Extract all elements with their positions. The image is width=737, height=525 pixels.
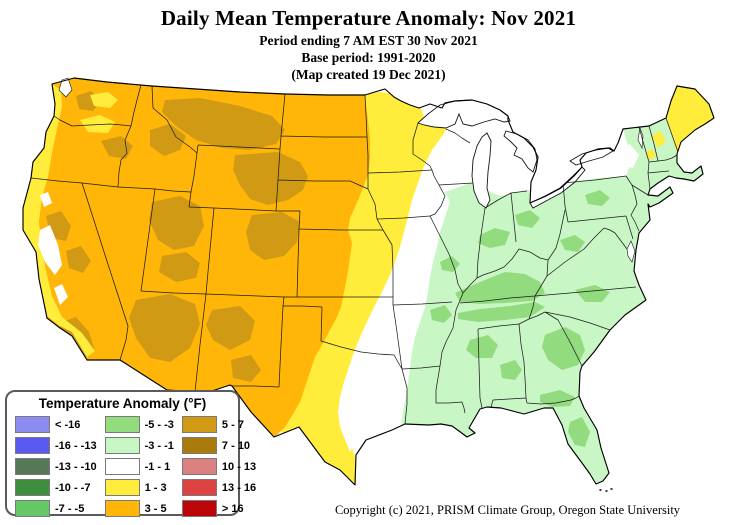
legend-entry: 7 - 10 <box>181 437 256 454</box>
legend-label: > 16 <box>221 502 244 515</box>
legend-entry: 10 - 13 <box>181 458 257 475</box>
header: Daily Mean Temperature Anomaly: Nov 2021… <box>0 6 737 83</box>
legend-grid: < -16 -16 - -13 -13 - -10 -10 - -7 -7 - … <box>7 411 256 523</box>
subtitle-base-period: Base period: 1991-2020 <box>301 50 436 65</box>
legend-label: 10 - 13 <box>221 460 257 473</box>
legend-label: < -16 <box>55 418 81 431</box>
legend-entry: -13 - -10 <box>15 458 97 475</box>
legend-entry: 5 - 7 <box>181 416 256 433</box>
legend-entry: > 16 <box>181 500 256 517</box>
patches-medium-green <box>430 190 610 447</box>
legend-swatch <box>15 458 50 475</box>
puget-sound <box>58 77 73 98</box>
chesapeake-bay <box>626 240 636 263</box>
legend-label: 1 - 3 <box>144 481 167 494</box>
legend-swatch <box>15 500 50 517</box>
legend-entry: -3 - -1 <box>104 437 174 454</box>
legend-swatch <box>104 416 140 433</box>
legend-label: -7 - -5 <box>55 502 85 515</box>
legend-swatch <box>181 479 217 496</box>
map-title: Daily Mean Temperature Anomaly: Nov 2021 <box>160 6 577 30</box>
legend-label: -1 - 1 <box>144 460 171 473</box>
subtitle-created: (Map created 19 Dec 2021) <box>291 67 446 82</box>
legend-label: -5 - -3 <box>144 418 174 431</box>
legend-label: 5 - 7 <box>221 418 244 431</box>
legend-swatch <box>181 437 217 454</box>
subtitle-period: Period ending 7 AM EST 30 Nov 2021 <box>259 33 478 48</box>
legend-swatch <box>181 458 217 475</box>
lake-michigan <box>471 132 492 209</box>
great-lakes <box>58 77 644 492</box>
state-borders <box>30 84 679 425</box>
legend-swatch <box>104 437 140 454</box>
florida-keys <box>599 488 613 492</box>
legend-label: -10 - -7 <box>55 481 91 494</box>
legend-entry: -16 - -13 <box>15 437 97 454</box>
legend-label: 3 - 5 <box>144 502 167 515</box>
patches-northeast-yellow <box>646 86 714 160</box>
legend-entry: 3 - 5 <box>104 500 174 517</box>
lake-champlain <box>637 126 644 150</box>
legend-label: -3 - -1 <box>144 439 174 452</box>
legend-swatch <box>104 500 140 517</box>
legend-title: Temperature Anomaly (°F) <box>38 396 207 411</box>
legend-entry: -10 - -7 <box>15 479 97 496</box>
legend-label: 7 - 10 <box>221 439 251 452</box>
legend-swatch <box>15 416 50 433</box>
legend-entry: < -16 <box>15 416 97 433</box>
legend-swatch <box>181 416 217 433</box>
legend-swatch <box>15 479 50 496</box>
copyright-text: Copyright (c) 2021, PRISM Climate Group,… <box>334 503 681 517</box>
legend-swatch <box>15 437 50 454</box>
legend-entry: -7 - -5 <box>15 500 97 517</box>
legend-label: -13 - -10 <box>55 460 97 473</box>
legend: Temperature Anomaly (°F) < -16 -16 - -13… <box>5 390 256 517</box>
legend-entry: 13 - 16 <box>181 479 257 496</box>
legend-label: 13 - 16 <box>221 481 257 494</box>
legend-swatch <box>104 479 140 496</box>
legend-swatch <box>104 458 140 475</box>
legend-entry: 1 - 3 <box>104 479 174 496</box>
legend-label: -16 - -13 <box>55 439 97 452</box>
conus-outline <box>22 77 715 486</box>
legend-entry: -5 - -3 <box>104 416 174 433</box>
legend-entry: -1 - 1 <box>104 458 174 475</box>
lake-huron <box>503 130 538 173</box>
legend-swatch <box>181 500 217 517</box>
